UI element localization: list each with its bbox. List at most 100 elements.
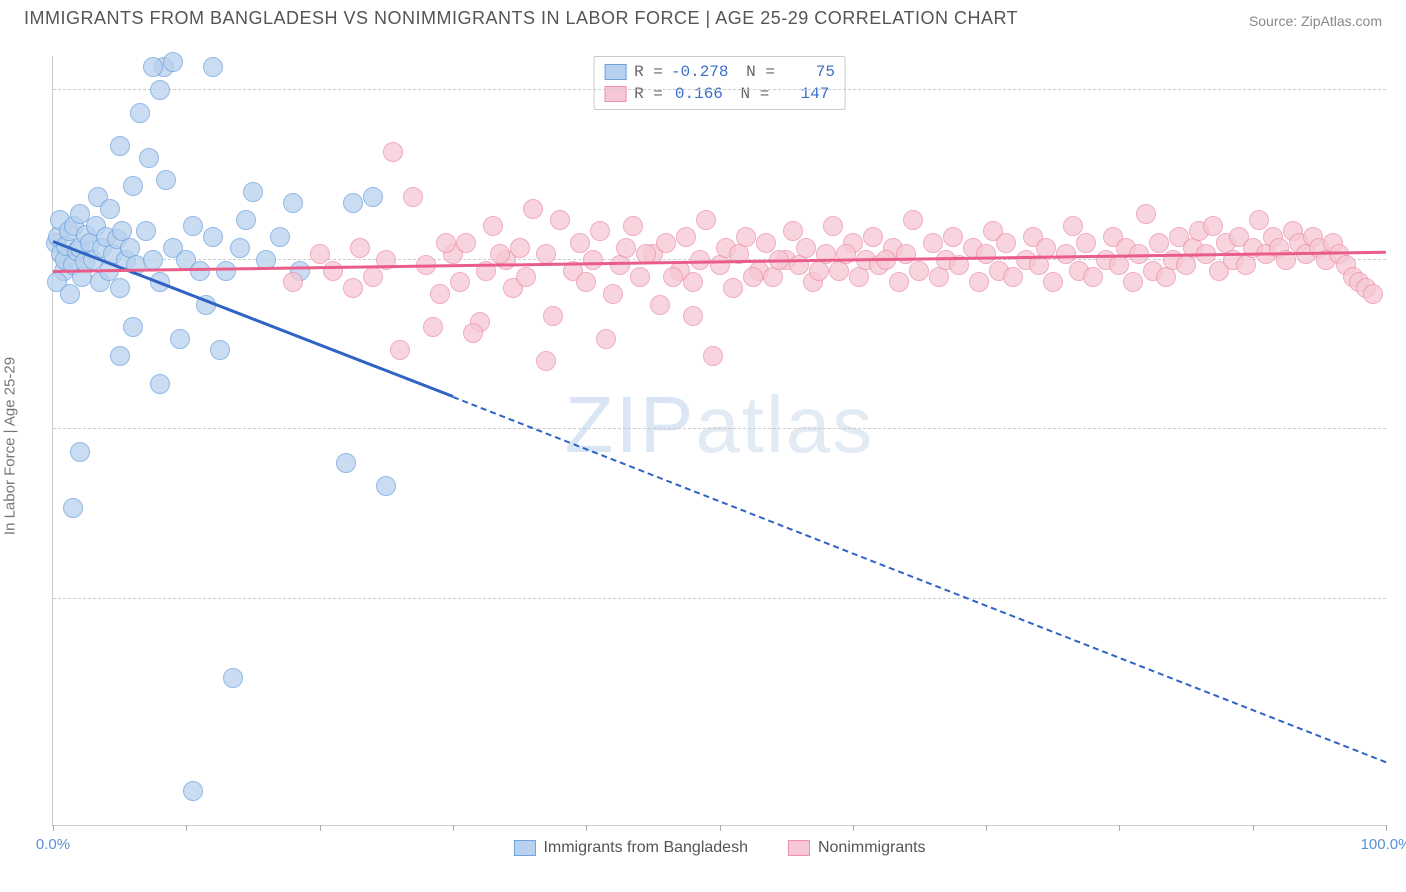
data-point-nonimmigrants — [623, 216, 643, 236]
data-point-nonimmigrants — [663, 267, 683, 287]
legend-item-immigrants: Immigrants from Bangladesh — [513, 839, 748, 857]
watermark-thin: atlas — [695, 380, 874, 469]
data-point-nonimmigrants — [656, 233, 676, 253]
data-point-nonimmigrants — [603, 284, 623, 304]
stat-r-nonimmigrants: 0.166 — [671, 83, 723, 105]
data-point-immigrants — [163, 52, 183, 72]
data-point-immigrants — [223, 668, 243, 688]
stat-n-label: N = — [731, 83, 769, 105]
x-tick — [1253, 825, 1254, 831]
data-point-immigrants — [243, 182, 263, 202]
legend-item-nonimmigrants: Nonimmigrants — [788, 839, 926, 857]
data-point-nonimmigrants — [650, 295, 670, 315]
stats-legend: R = -0.278 N = 75 R = 0.166 N = 147 — [593, 56, 846, 110]
data-point-nonimmigrants — [543, 306, 563, 326]
data-point-nonimmigrants — [1083, 267, 1103, 287]
x-tick — [186, 825, 187, 831]
data-point-immigrants — [110, 278, 130, 298]
data-point-nonimmigrants — [696, 210, 716, 230]
data-point-immigrants — [376, 476, 396, 496]
data-point-immigrants — [236, 210, 256, 230]
x-tick — [453, 825, 454, 831]
data-point-nonimmigrants — [969, 272, 989, 292]
data-point-nonimmigrants — [896, 244, 916, 264]
data-point-immigrants — [150, 80, 170, 100]
data-point-immigrants — [156, 170, 176, 190]
data-point-immigrants — [343, 193, 363, 213]
data-point-nonimmigrants — [403, 187, 423, 207]
x-tick — [1386, 825, 1387, 831]
data-point-nonimmigrants — [596, 329, 616, 349]
data-point-nonimmigrants — [383, 142, 403, 162]
data-point-immigrants — [210, 340, 230, 360]
data-point-immigrants — [63, 498, 83, 518]
data-point-nonimmigrants — [616, 238, 636, 258]
y-axis-label: In Labor Force | Age 25-29 — [2, 357, 19, 535]
swatch-nonimmigrants — [788, 840, 810, 856]
stat-r-immigrants: -0.278 — [671, 61, 729, 83]
data-point-nonimmigrants — [923, 233, 943, 253]
data-point-immigrants — [150, 374, 170, 394]
data-point-nonimmigrants — [1056, 244, 1076, 264]
data-point-nonimmigrants — [536, 244, 556, 264]
x-tick — [586, 825, 587, 831]
stat-n-immigrants: 75 — [783, 61, 835, 83]
data-point-nonimmigrants — [590, 221, 610, 241]
data-point-nonimmigrants — [1043, 272, 1063, 292]
swatch-immigrants — [604, 64, 626, 80]
data-point-immigrants — [183, 216, 203, 236]
gridline — [53, 428, 1386, 429]
x-tick — [986, 825, 987, 831]
data-point-immigrants — [203, 57, 223, 77]
gridline — [53, 598, 1386, 599]
data-point-nonimmigrants — [1063, 216, 1083, 236]
watermark-bold: ZIP — [565, 380, 695, 469]
source-label: Source: ZipAtlas.com — [1249, 13, 1382, 29]
data-point-nonimmigrants — [683, 272, 703, 292]
data-point-nonimmigrants — [283, 272, 303, 292]
data-point-nonimmigrants — [390, 340, 410, 360]
data-point-immigrants — [130, 103, 150, 123]
data-point-immigrants — [123, 176, 143, 196]
data-point-nonimmigrants — [570, 233, 590, 253]
data-point-immigrants — [110, 346, 130, 366]
data-point-nonimmigrants — [743, 267, 763, 287]
data-point-nonimmigrants — [796, 238, 816, 258]
data-point-nonimmigrants — [1076, 233, 1096, 253]
data-point-nonimmigrants — [630, 267, 650, 287]
legend-label-nonimmigrants: Nonimmigrants — [818, 839, 926, 857]
swatch-immigrants — [513, 840, 535, 856]
data-point-immigrants — [110, 136, 130, 156]
x-tick — [720, 825, 721, 831]
data-point-nonimmigrants — [943, 227, 963, 247]
data-point-immigrants — [143, 250, 163, 270]
data-point-nonimmigrants — [756, 233, 776, 253]
data-point-nonimmigrants — [423, 317, 443, 337]
data-point-nonimmigrants — [1249, 210, 1269, 230]
data-point-nonimmigrants — [723, 278, 743, 298]
x-tick-label: 100.0% — [1361, 836, 1406, 853]
data-point-nonimmigrants — [536, 351, 556, 371]
data-point-nonimmigrants — [576, 272, 596, 292]
data-point-nonimmigrants — [903, 210, 923, 230]
data-point-nonimmigrants — [516, 267, 536, 287]
data-point-immigrants — [230, 238, 250, 258]
data-point-nonimmigrants — [310, 244, 330, 264]
y-tick-label: 70.0% — [1396, 421, 1406, 438]
x-tick — [1119, 825, 1120, 831]
data-point-immigrants — [216, 261, 236, 281]
data-point-nonimmigrants — [683, 306, 703, 326]
stat-r-label: R = — [634, 61, 663, 83]
series-legend: Immigrants from Bangladesh Nonimmigrants — [513, 839, 925, 857]
data-point-nonimmigrants — [450, 272, 470, 292]
data-point-nonimmigrants — [1363, 284, 1383, 304]
data-point-nonimmigrants — [996, 233, 1016, 253]
data-point-nonimmigrants — [809, 261, 829, 281]
data-point-immigrants — [270, 227, 290, 247]
data-point-nonimmigrants — [550, 210, 570, 230]
data-point-immigrants — [283, 193, 303, 213]
data-point-immigrants — [123, 317, 143, 337]
data-point-immigrants — [70, 442, 90, 462]
chart-title: IMMIGRANTS FROM BANGLADESH VS NONIMMIGRA… — [24, 8, 1018, 29]
stat-r-label: R = — [634, 83, 663, 105]
